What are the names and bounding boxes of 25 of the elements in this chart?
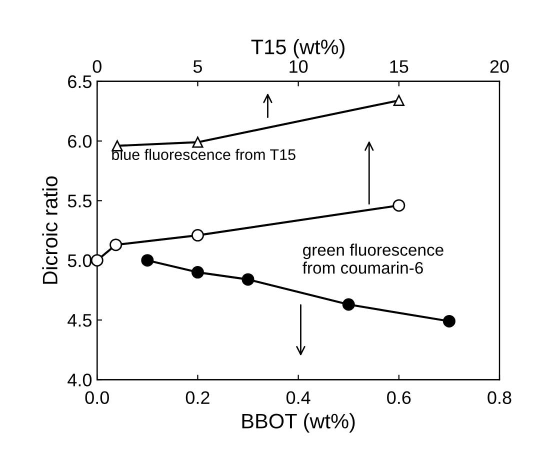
x-tick-label: 0.0 — [85, 391, 109, 404]
y-tick-label: 4.0 — [68, 374, 92, 386]
x-axis-title: BBOT (wt%) — [242, 413, 355, 433]
y-tick-label: 5.5 — [68, 194, 92, 208]
y-tick-label: 4.5 — [68, 314, 92, 327]
x2-tick-label: 5 — [193, 60, 202, 73]
x-tick-label: 0.8 — [488, 391, 512, 404]
x-tick-label: 0.6 — [387, 391, 411, 404]
y-tick-label: 5.0 — [68, 254, 92, 268]
x-tick-label: 0.2 — [186, 391, 210, 404]
x2-axis-title: T15 (wt%) — [251, 39, 344, 58]
point — [141, 254, 154, 267]
point — [442, 314, 456, 328]
point — [342, 298, 355, 311]
x2-tick-label: 0 — [92, 60, 102, 73]
y-tick-label: 6.5 — [68, 75, 92, 88]
x2-tick-label: 15 — [390, 60, 408, 73]
point — [242, 273, 254, 286]
annotation: green fluorescence from coumarin-6 — [302, 244, 444, 274]
x2-tick-label: 20 — [490, 60, 509, 73]
x-tick-label: 0.4 — [286, 391, 310, 404]
point — [191, 266, 204, 279]
y-axis-title: Dicroic ratio — [42, 176, 58, 284]
y-tick-label: 6.0 — [68, 134, 92, 148]
x2-tick-label: 10 — [290, 60, 308, 73]
